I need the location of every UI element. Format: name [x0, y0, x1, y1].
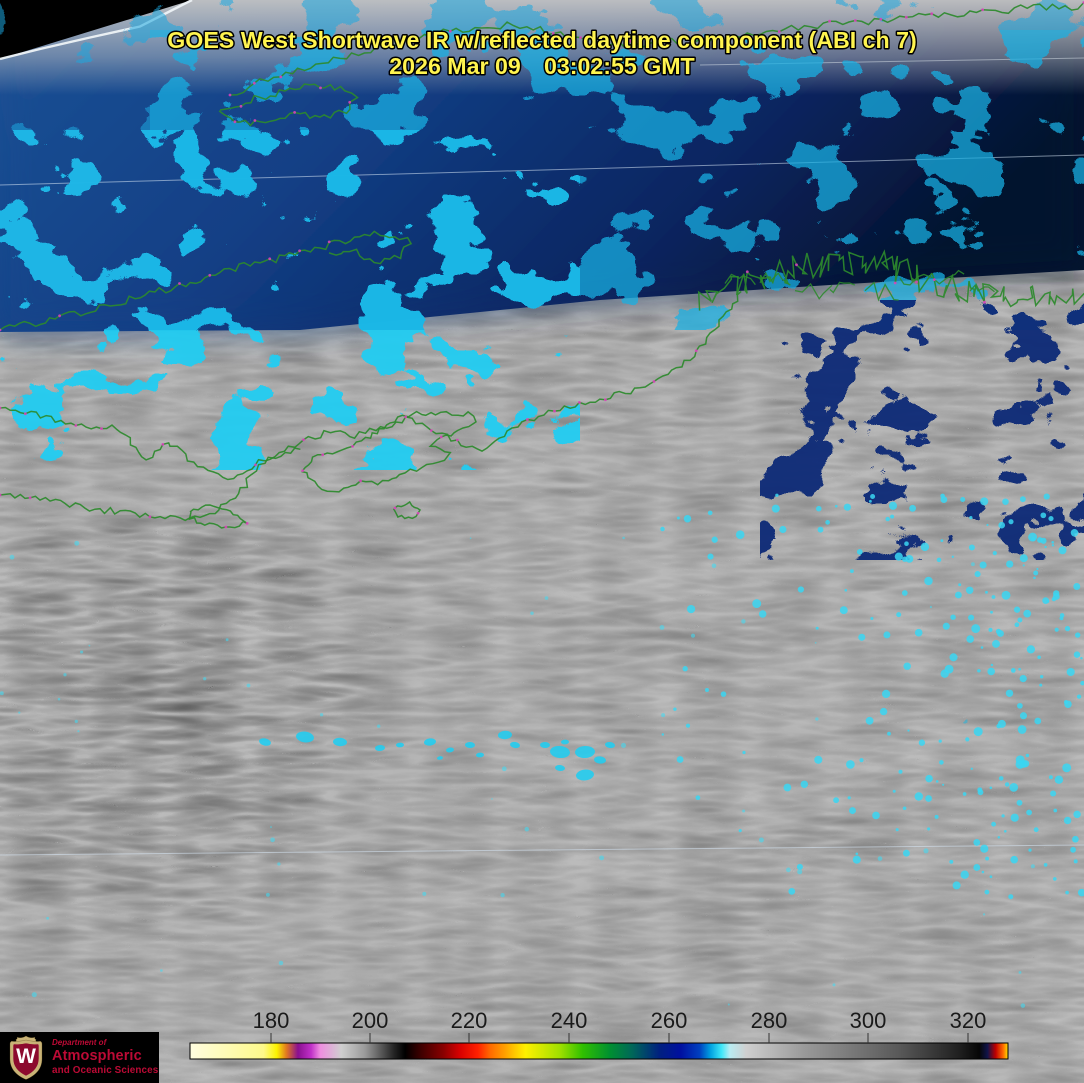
svg-text:220: 220 [451, 1008, 488, 1033]
svg-text:320: 320 [950, 1008, 987, 1033]
svg-text:2026 Mar 09 03:02:55 GMT: 2026 Mar 09 03:02:55 GMT [389, 53, 694, 79]
svg-text:260: 260 [651, 1008, 688, 1033]
svg-text:200: 200 [352, 1008, 389, 1033]
svg-text:180: 180 [253, 1008, 290, 1033]
svg-text:W: W [16, 1045, 36, 1068]
svg-text:240: 240 [551, 1008, 588, 1033]
svg-text:280: 280 [751, 1008, 788, 1033]
svg-text:GOES West Shortwave IR w/refle: GOES West Shortwave IR w/reflected dayti… [167, 27, 916, 53]
svg-text:300: 300 [850, 1008, 887, 1033]
